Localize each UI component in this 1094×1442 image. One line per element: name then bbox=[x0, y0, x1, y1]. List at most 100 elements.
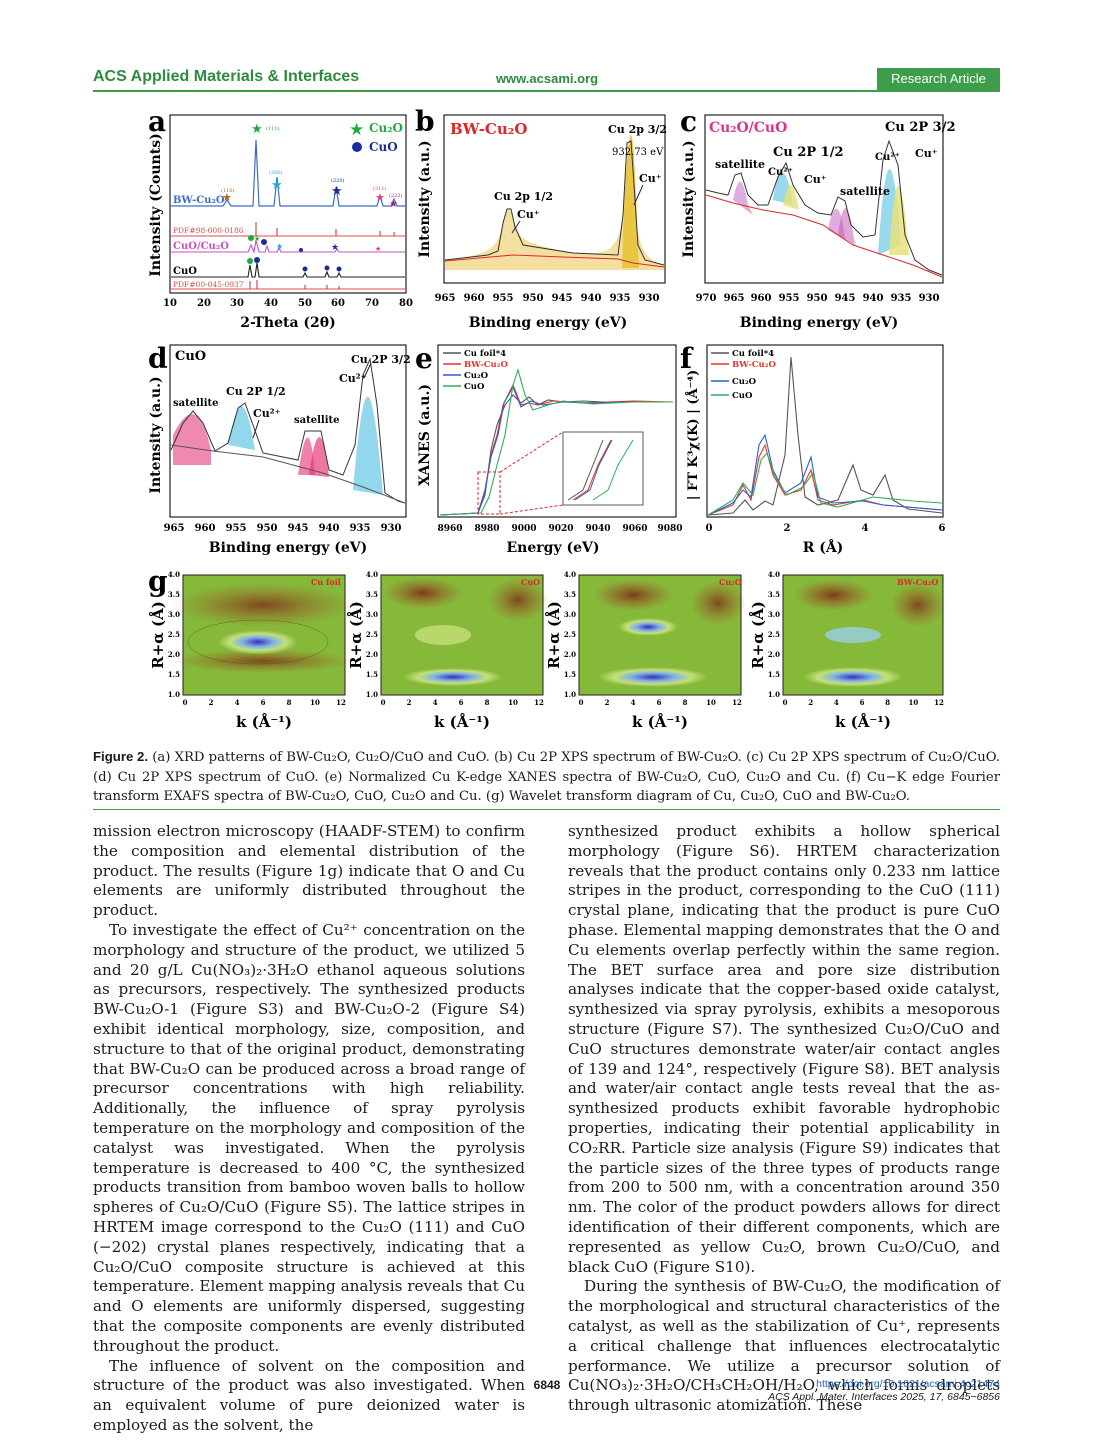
panel-g-xtick: 8 bbox=[885, 698, 890, 707]
panel-f-legend: BW-Cu₂O bbox=[732, 360, 776, 370]
caption-rule bbox=[93, 809, 1000, 810]
svg-text:★: ★ bbox=[375, 245, 381, 253]
panel-b-xtick: 930 bbox=[639, 293, 660, 304]
panel-a-letter: a bbox=[148, 105, 166, 138]
panel-a-xtick: 10 bbox=[163, 298, 177, 309]
panel-g-xtick: 8 bbox=[485, 698, 490, 707]
journal-url[interactable]: www.acsami.org bbox=[495, 71, 599, 86]
panel-d-label: Cu 2P 1/2 bbox=[226, 385, 286, 398]
caption-text: (a) XRD patterns of BW-Cu₂O, Cu₂O/CuO an… bbox=[93, 750, 1000, 804]
panel-d-ylabel: Intensity (a.u.) bbox=[148, 376, 164, 493]
panel-e-xtick: 8980 bbox=[474, 524, 499, 534]
panel-g-ytick: 1.0 bbox=[366, 690, 378, 699]
panel-g-xtick: 10 bbox=[706, 698, 716, 707]
panel-a-peak-label: (111) bbox=[266, 125, 279, 132]
panel-g-xtick: 0 bbox=[579, 698, 584, 707]
caption-label: Figure 2. bbox=[93, 749, 148, 764]
panel-a-peak-label: (311) bbox=[373, 185, 386, 192]
panel-c-xtick: 950 bbox=[807, 293, 828, 304]
panel-f-xtick: 4 bbox=[862, 523, 869, 534]
panel-c-xtick: 940 bbox=[863, 293, 884, 304]
panel-c-label: Cu²⁺ bbox=[768, 167, 793, 178]
panel-g-xtick: 6 bbox=[657, 698, 662, 707]
panel-g-ytick: 3.0 bbox=[564, 610, 576, 619]
paragraph: synthesized product exhibits a hollow sp… bbox=[568, 822, 1000, 1276]
panel-g-ytick: 3.5 bbox=[168, 590, 180, 599]
panel-g-xtick: 6 bbox=[261, 698, 266, 707]
paragraph: To investigate the effect of Cu²⁺ concen… bbox=[93, 920, 525, 1355]
panel-e-legend: BW-Cu₂O bbox=[464, 360, 508, 370]
panel-f-xtick: 2 bbox=[784, 523, 791, 534]
panel-c-label: Cu⁺ bbox=[804, 173, 827, 186]
panel-g-ylabel: R+α (Å) bbox=[149, 601, 167, 669]
panel-g-ytick: 2.5 bbox=[768, 630, 780, 639]
paragraph: mission electron microscopy (HAADF-STEM)… bbox=[93, 822, 525, 920]
peak-star-icon: ★ bbox=[331, 184, 343, 199]
svg-text:★: ★ bbox=[331, 243, 339, 253]
panel-b-xtick: 945 bbox=[552, 293, 573, 304]
panel-a: a Intensity (Counts) 2-Theta (2θ) 10 20 … bbox=[148, 105, 413, 331]
panel-g-ytick: 4.0 bbox=[768, 570, 780, 579]
panel-g-xtick: 2 bbox=[605, 698, 610, 707]
panel-c-label: satellite bbox=[840, 185, 890, 198]
panel-g-ytick: 3.0 bbox=[768, 610, 780, 619]
panel-g-ytick: 3.5 bbox=[366, 590, 378, 599]
panel-d-label: Cu²⁺ bbox=[253, 407, 281, 420]
panel-b-xtick: 950 bbox=[523, 293, 544, 304]
panel-d-xtick: 940 bbox=[319, 523, 340, 534]
panel-g-xtick: 12 bbox=[732, 698, 742, 707]
panel-g-ylabel: R+α (Å) bbox=[545, 601, 563, 669]
panel-d-title: CuO bbox=[175, 349, 206, 364]
panel-e-xtick: 9060 bbox=[622, 524, 647, 534]
panel-c-xtick: 945 bbox=[835, 293, 856, 304]
panel-g-xlabel: k (Å⁻¹) bbox=[434, 713, 490, 731]
panel-c-label: satellite bbox=[715, 158, 765, 171]
panel-f-xlabel: R (Å) bbox=[803, 538, 844, 556]
panel-d-label: Cu 2P 3/2 bbox=[351, 353, 411, 366]
panel-e-xtick: 9040 bbox=[585, 524, 610, 534]
wt-map-label: Cu foil bbox=[311, 577, 341, 587]
panel-g-xtick: 6 bbox=[459, 698, 464, 707]
panel-e-xtick: 9020 bbox=[548, 524, 573, 534]
panel-a-trace-pdf1: PDF#98-000-0186 bbox=[173, 226, 244, 235]
panel-g: g Cu foil CuO Cu₂O bbox=[148, 565, 946, 731]
panel-c-label: Cu²⁺ bbox=[875, 152, 900, 163]
panel-g-ytick: 2.0 bbox=[768, 650, 780, 659]
panel-e: e XANES (a.u.) Energy (eV) 8960 8980 900… bbox=[415, 342, 683, 556]
panel-b-label: Cu⁺ bbox=[639, 172, 662, 185]
panel-g-ylabel: R+α (Å) bbox=[347, 601, 365, 669]
panel-f-letter: f bbox=[680, 342, 694, 375]
panel-a-ylabel: Intensity (Counts) bbox=[148, 133, 164, 276]
panel-g-letter: g bbox=[148, 565, 168, 598]
panel-g-ytick: 3.5 bbox=[768, 590, 780, 599]
wt-map-label: Cu₂O bbox=[719, 577, 742, 587]
panel-c-xtick: 935 bbox=[891, 293, 912, 304]
panel-g-xtick: 0 bbox=[183, 698, 188, 707]
panel-e-letter: e bbox=[415, 342, 433, 375]
doi-link[interactable]: https://doi.org/10.1021/acsami.4c21474 bbox=[816, 1378, 1000, 1390]
panel-d-label: satellite bbox=[173, 398, 218, 409]
panel-c-letter: c bbox=[680, 105, 697, 138]
panel-a-trace-bw: BW-Cu₂O bbox=[173, 195, 225, 206]
panel-g-ytick: 2.0 bbox=[366, 650, 378, 659]
peak-star-icon: ★ bbox=[251, 122, 263, 137]
panel-g-xtick: 6 bbox=[860, 698, 865, 707]
svg-text:★: ★ bbox=[254, 235, 260, 243]
panel-g-xtick: 10 bbox=[508, 698, 518, 707]
panel-g-xlabel: k (Å⁻¹) bbox=[236, 713, 292, 731]
panel-a-peak-label: (222) bbox=[389, 192, 402, 199]
panel-f-legend: Cu foil*4 bbox=[732, 349, 774, 359]
panel-b-ylabel: Intensity (a.u.) bbox=[417, 140, 433, 257]
panel-b-xlabel: Binding energy (eV) bbox=[469, 315, 627, 331]
panel-a-trace-cuo: CuO bbox=[173, 266, 197, 277]
panel-g-xtick: 12 bbox=[336, 698, 346, 707]
panel-g-ytick: 4.0 bbox=[366, 570, 378, 579]
panel-c-label: Cu⁺ bbox=[915, 147, 938, 160]
journal-citation: ACS Appl. Mater. Interfaces 2025, 17, 68… bbox=[768, 1391, 1000, 1403]
panel-a-xtick: 50 bbox=[298, 298, 312, 309]
panel-b-label: Cu 2p 1/2 bbox=[494, 190, 553, 203]
panel-c: c Cu₂O/CuO Intensity (a.u.) Binding ener… bbox=[680, 105, 956, 331]
panel-g-ytick: 2.0 bbox=[564, 650, 576, 659]
panel-a-xtick: 40 bbox=[264, 298, 278, 309]
panel-b-label: 932.73 eV bbox=[612, 147, 664, 158]
